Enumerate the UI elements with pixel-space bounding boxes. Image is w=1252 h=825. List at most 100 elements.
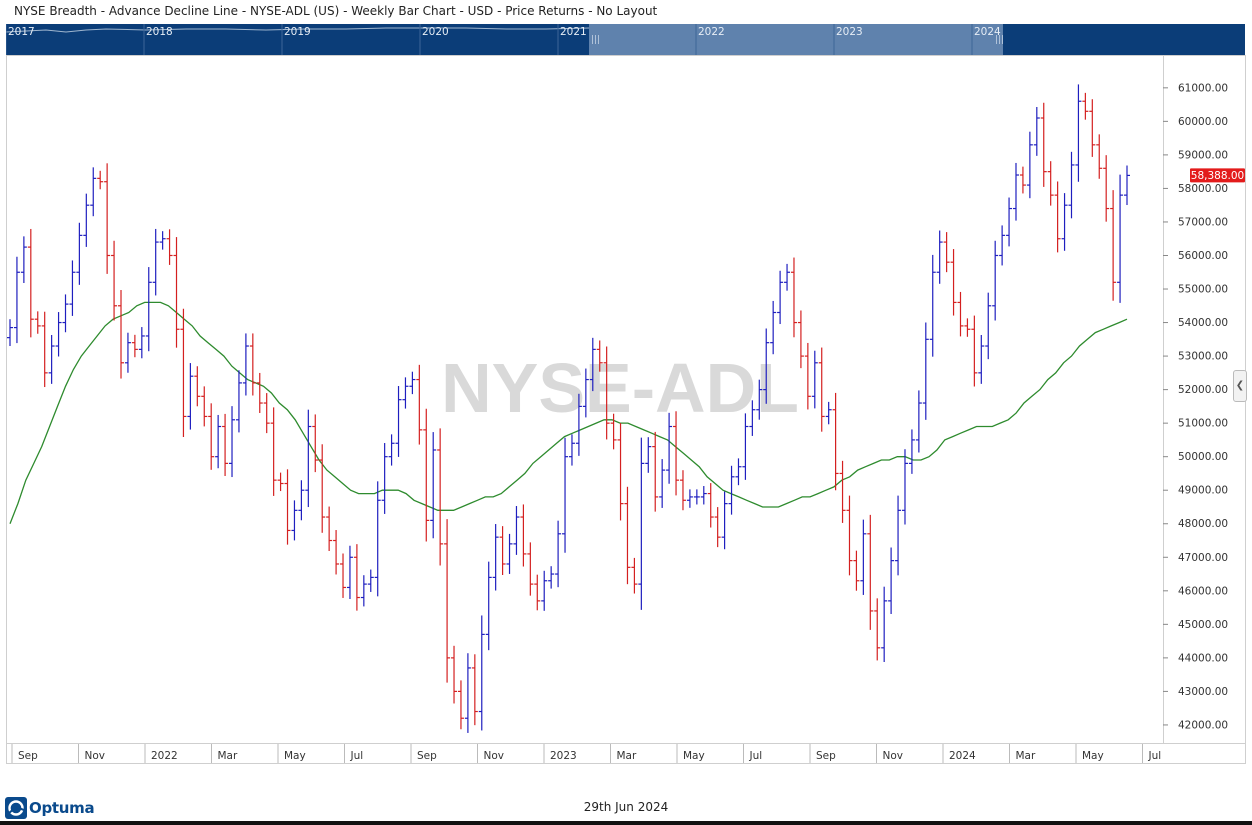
ohlc-bar: [943, 232, 950, 273]
x-tick-label: Mar: [218, 750, 238, 762]
ohlc-bar: [48, 335, 55, 384]
ohlc-bar: [423, 408, 430, 542]
ohlc-bar: [353, 544, 360, 611]
y-tick-label: 48000.00: [1178, 518, 1228, 530]
ohlc-bar: [548, 566, 555, 589]
ohlc-bar: [700, 486, 707, 505]
ohlc-bar: [256, 372, 263, 413]
x-tick-label: Sep: [816, 750, 836, 762]
ohlc-bar: [659, 459, 666, 508]
ohlc-bar: [541, 570, 548, 611]
navigator-year-label[interactable]: 2023: [836, 26, 863, 38]
ohlc-bar: [520, 504, 527, 567]
ohlc-bar: [235, 370, 242, 433]
x-tick-label: Jul: [1148, 750, 1162, 762]
ohlc-bar: [673, 411, 680, 496]
ohlc-bar: [589, 337, 596, 392]
ohlc-bar: [804, 342, 811, 410]
navigator-year-label[interactable]: 2018: [146, 26, 173, 38]
ohlc-bar: [693, 489, 700, 505]
ohlc-bar: [166, 229, 173, 265]
chart-area[interactable]: NYSE-ADL 42000.00 43000.00 44000.00 45000.0…: [0, 55, 1252, 765]
ohlc-bar: [374, 481, 381, 597]
ohlc-bar: [506, 533, 513, 574]
ohlc-bar: [1124, 165, 1130, 206]
ohlc-bar: [950, 249, 957, 316]
ohlc-bar: [679, 470, 686, 511]
ohlc-bar: [1103, 155, 1110, 222]
navigator-year-label[interactable]: 2017: [8, 26, 35, 38]
navigator-year-label[interactable]: 2022: [698, 26, 725, 38]
side-panel-toggle[interactable]: ❮: [1233, 370, 1247, 402]
ohlc-bar: [187, 363, 194, 430]
navigator-left-handle[interactable]: |||: [591, 35, 600, 45]
ohlc-bar: [90, 167, 97, 217]
y-tick-label: 45000.00: [1178, 619, 1228, 631]
optuma-logo-icon: [5, 797, 27, 819]
ohlc-bar: [582, 368, 589, 418]
ohlc-bar: [159, 231, 166, 250]
ohlc-bar: [714, 507, 721, 548]
last-value-tag: 58,388.00: [1190, 168, 1245, 183]
moving-average-line: [9, 301, 1128, 524]
ohlc-bar: [131, 334, 138, 358]
ohlc-bar: [749, 400, 756, 436]
x-tick-label: Jul: [749, 750, 763, 762]
ohlc-bar: [201, 386, 208, 427]
ohlc-bar: [610, 413, 617, 450]
navigator-right-handle[interactable]: |||: [995, 35, 1004, 45]
y-tick-label: 61000.00: [1178, 82, 1228, 94]
x-tick-label: Sep: [18, 750, 38, 762]
navigator-year-label[interactable]: 2021: [560, 26, 587, 38]
ohlc-bar: [499, 526, 506, 576]
ohlc-bar: [853, 550, 860, 591]
date-navigator[interactable]: 2017 2018 2019 2020 2021 2022 2023 2024 ||| |||: [6, 24, 1245, 55]
ohlc-bar: [194, 366, 201, 407]
ohlc-bar: [895, 495, 902, 576]
ohlc-bar: [208, 403, 215, 470]
y-tick-label: 58000.00: [1178, 183, 1228, 195]
x-tick-label: 2022: [151, 750, 178, 762]
ohlc-bar: [818, 347, 825, 432]
ohlc-bar: [97, 170, 104, 190]
y-tick-label: 55000.00: [1178, 284, 1228, 296]
ohlc-bar: [867, 514, 874, 630]
ohlc-bar: [1033, 106, 1040, 156]
ohlc-bar: [555, 520, 562, 588]
ohlc-bar: [971, 315, 978, 387]
navigator-selected-range[interactable]: [589, 24, 1003, 55]
last-value-background: [1190, 168, 1245, 183]
ohlc-bar: [492, 524, 499, 591]
ohlc-bar: [388, 434, 395, 466]
ohlc-bar: [1089, 99, 1096, 157]
x-tick-label: Jul: [350, 750, 364, 762]
ohlc-bar: [978, 335, 985, 384]
ohlc-bar: [645, 437, 652, 473]
ohlc-bar: [839, 460, 846, 523]
y-tick-label: 50000.00: [1178, 451, 1228, 463]
y-tick-label: 47000.00: [1178, 552, 1228, 564]
x-tick-label: Nov: [85, 750, 106, 762]
y-tick-label: 49000.00: [1178, 485, 1228, 497]
ohlc-bar: [319, 444, 326, 533]
ohlc-bar: [1019, 166, 1026, 194]
navigator-year-label[interactable]: 2020: [422, 26, 449, 38]
plot-frame: [6, 55, 1164, 744]
y-tick-label: 54000.00: [1178, 317, 1228, 329]
ohlc-bar: [742, 413, 749, 480]
ohlc-bar: [777, 270, 784, 325]
ohlc-bar: [881, 586, 888, 663]
navigator-year-label[interactable]: 2024: [974, 26, 1001, 38]
watermark: NYSE-ADL: [441, 349, 799, 427]
ohlc-bar: [756, 379, 763, 420]
ohlc-bar: [416, 364, 423, 445]
navigator-year-label[interactable]: 2019: [284, 26, 311, 38]
ohlc-bar: [34, 311, 41, 334]
ohlc-bar: [1054, 181, 1061, 253]
ohlc-bar: [825, 401, 832, 425]
y-tick-label: 56000.00: [1178, 250, 1228, 262]
ohlc-bar: [721, 491, 728, 550]
x-tick-label: Mar: [617, 750, 637, 762]
ohlc-bar: [326, 506, 333, 551]
ohlc-bar: [312, 414, 319, 473]
